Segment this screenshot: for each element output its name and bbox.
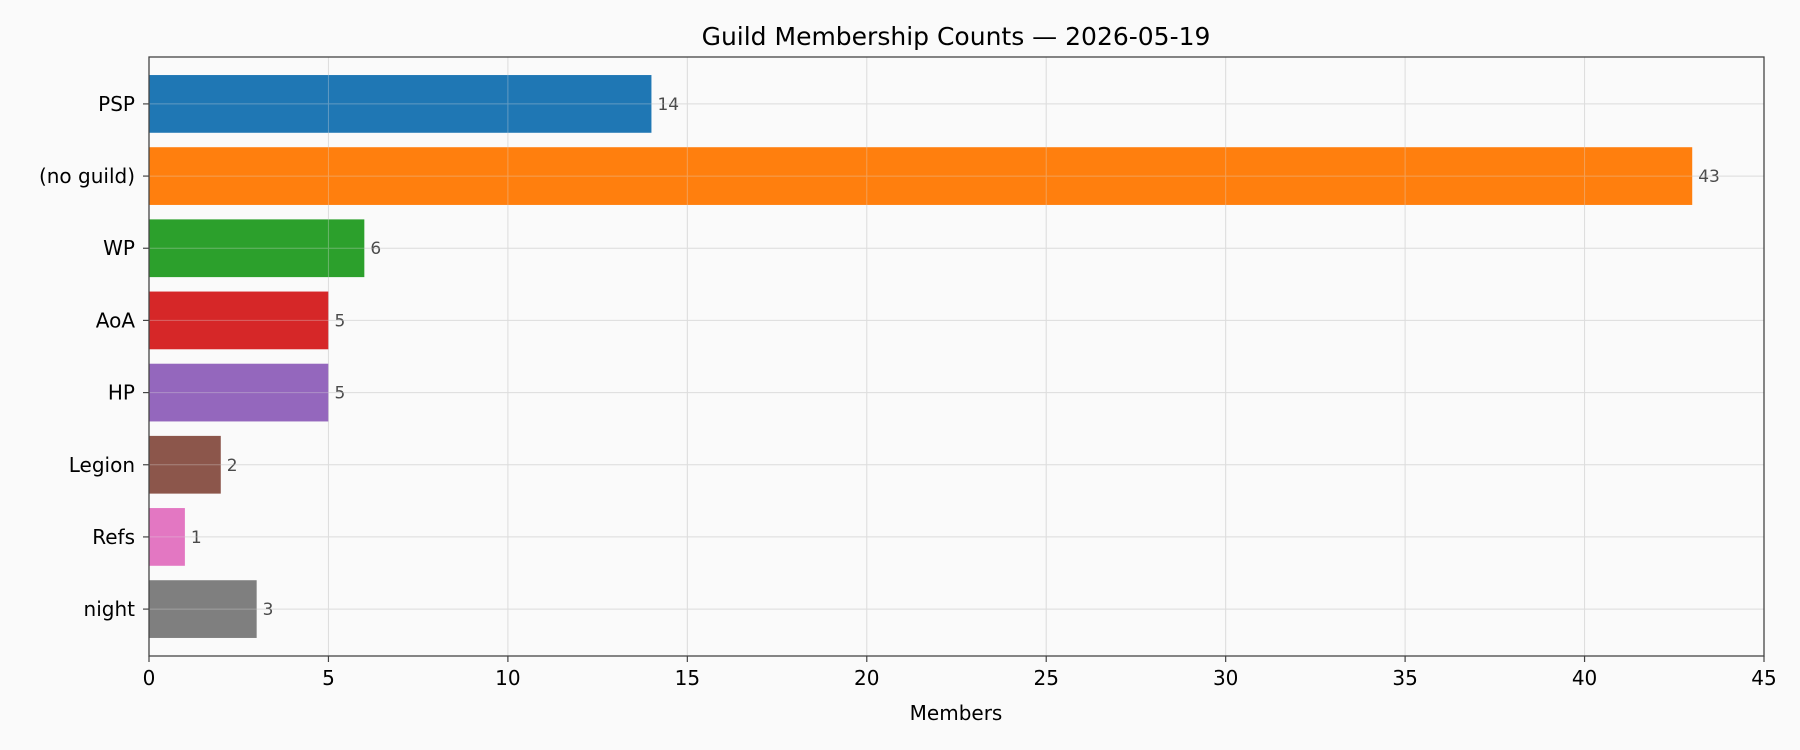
x-tick-label: 5 bbox=[322, 666, 335, 690]
x-tick-label: 30 bbox=[1213, 666, 1238, 690]
x-tick-label: 45 bbox=[1751, 666, 1776, 690]
plot-background bbox=[149, 57, 1764, 656]
bar bbox=[149, 147, 1693, 205]
x-tick-label: 25 bbox=[1033, 666, 1058, 690]
y-tick-label: Legion bbox=[69, 453, 135, 477]
x-axis-label: Members bbox=[910, 701, 1003, 725]
bar bbox=[149, 363, 329, 422]
bar bbox=[149, 508, 185, 566]
data-label: 5 bbox=[334, 384, 345, 404]
bar bbox=[149, 580, 257, 638]
y-tick-label: AoA bbox=[96, 308, 136, 332]
data-label: 2 bbox=[227, 456, 238, 476]
x-tick-label: 35 bbox=[1392, 666, 1417, 690]
x-tick-label: 10 bbox=[495, 666, 520, 690]
bar bbox=[149, 435, 221, 494]
bar bbox=[149, 291, 329, 350]
data-label: 3 bbox=[263, 600, 274, 620]
y-tick-label: WP bbox=[103, 236, 135, 260]
y-tick-label: Refs bbox=[92, 525, 135, 549]
x-tick-label: 0 bbox=[143, 666, 156, 690]
plot-frame bbox=[148, 56, 1765, 657]
data-label: 43 bbox=[1698, 167, 1720, 187]
bar bbox=[149, 75, 652, 133]
x-tick-label: 15 bbox=[675, 666, 700, 690]
y-tick-label: night bbox=[84, 597, 136, 621]
chart-title: Guild Membership Counts — 2026-05-19 bbox=[702, 22, 1211, 51]
data-label: 14 bbox=[657, 95, 679, 115]
bar bbox=[149, 219, 365, 278]
y-tick-label: HP bbox=[108, 381, 135, 405]
data-label: 5 bbox=[334, 311, 345, 331]
x-tick-label: 20 bbox=[854, 666, 879, 690]
data-label: 1 bbox=[191, 528, 202, 548]
x-tick-label: 40 bbox=[1572, 666, 1597, 690]
y-tick-label: (no guild) bbox=[39, 164, 135, 188]
y-tick-label: PSP bbox=[98, 92, 135, 116]
grid-overlay bbox=[148, 57, 1765, 656]
bars: 14 43 6 5 5 2 1 3 bbox=[149, 75, 1720, 638]
data-label: 6 bbox=[370, 239, 381, 259]
